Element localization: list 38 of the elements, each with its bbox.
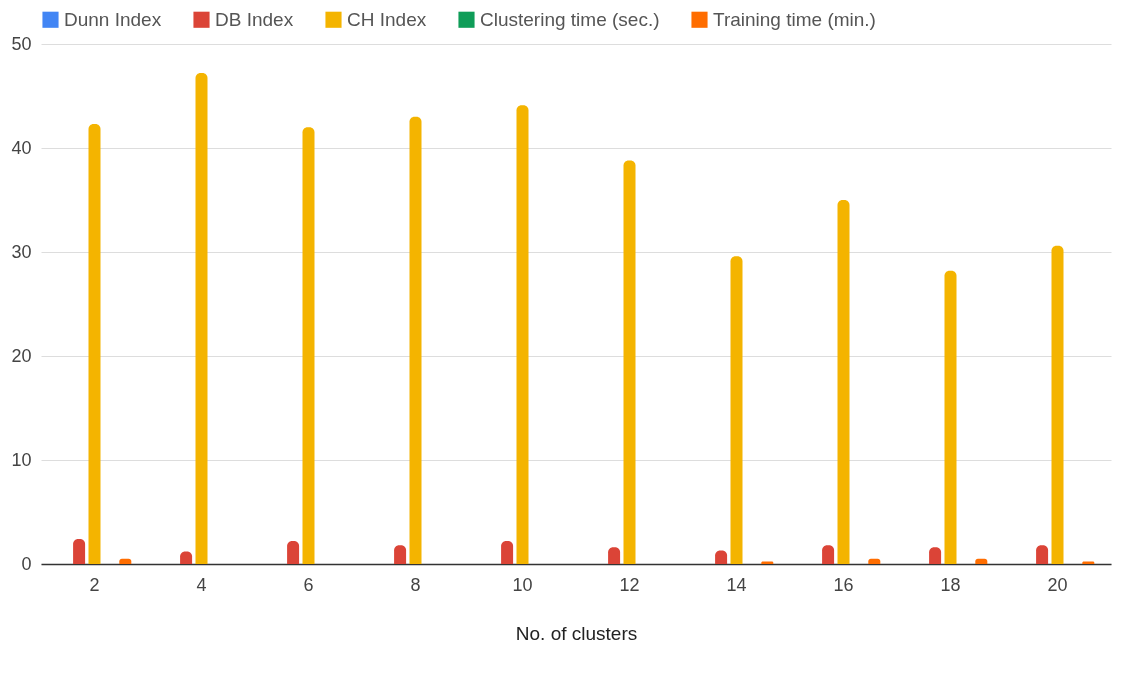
- x-tick-label: 2: [89, 574, 100, 595]
- x-tick-label: 8: [410, 574, 421, 595]
- x-tick-label: 4: [196, 574, 207, 595]
- bar: [394, 545, 407, 564]
- x-tick-label: 14: [726, 574, 747, 595]
- bar: [1036, 545, 1049, 564]
- y-tick-label: 40: [11, 137, 32, 158]
- bar: [409, 116, 422, 564]
- bar: [302, 127, 315, 564]
- bar: [822, 545, 835, 564]
- y-tick-label: 50: [11, 33, 32, 54]
- bar: [88, 124, 101, 564]
- y-tick-label: 30: [11, 241, 32, 262]
- bar: [837, 200, 850, 564]
- x-axis-title: No. of clusters: [515, 622, 638, 644]
- y-tick-label: 20: [11, 345, 32, 366]
- bar: [730, 256, 743, 564]
- bar: [1051, 245, 1064, 564]
- bar: [516, 105, 529, 564]
- legend-label: Dunn Index: [64, 8, 162, 30]
- x-tick-label: 10: [512, 574, 533, 595]
- x-tick-label: 20: [1047, 574, 1068, 595]
- bar: [501, 541, 514, 564]
- legend-label: CH Index: [347, 8, 427, 30]
- bar: [73, 539, 86, 564]
- legend-label: Clustering time (sec.): [480, 8, 660, 30]
- y-tick-label: 0: [21, 553, 32, 574]
- bar: [287, 541, 300, 564]
- x-tick-label: 18: [940, 574, 961, 595]
- y-tick-label: 10: [11, 449, 32, 470]
- bar: [944, 270, 957, 564]
- x-tick-label: 6: [303, 574, 314, 595]
- legend-label: DB Index: [215, 8, 294, 30]
- x-tick-label: 12: [619, 574, 640, 595]
- bar: [623, 160, 636, 564]
- bar: [195, 73, 208, 564]
- legend-label: Training time (min.): [713, 8, 876, 30]
- x-tick-label: 16: [833, 574, 854, 595]
